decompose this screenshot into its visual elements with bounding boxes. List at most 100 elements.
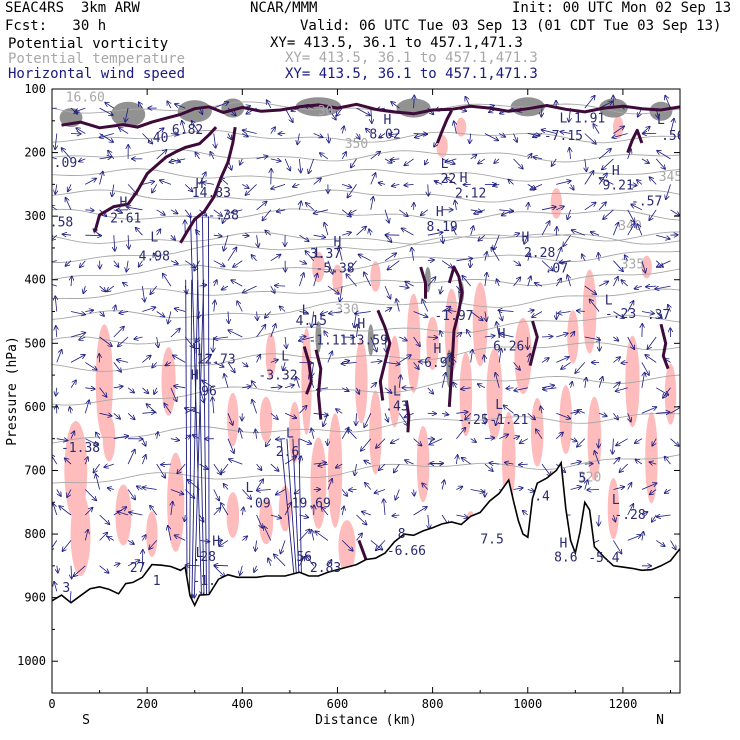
wind-vector bbox=[341, 428, 349, 439]
wind-vector bbox=[224, 484, 229, 490]
wind-vector bbox=[427, 337, 437, 338]
pv-shade bbox=[486, 348, 503, 440]
wind-vector bbox=[616, 438, 628, 446]
wind-vector bbox=[613, 277, 618, 287]
wind-vector bbox=[470, 439, 476, 442]
theta-isentrope bbox=[52, 129, 680, 144]
wind-vector bbox=[428, 514, 430, 529]
wind-vector bbox=[552, 158, 557, 166]
wind-vector bbox=[505, 463, 514, 465]
wind-vector bbox=[99, 533, 108, 541]
wind-vector bbox=[327, 285, 339, 294]
wind-vector bbox=[645, 355, 657, 363]
y-tick-label: 500 bbox=[24, 336, 46, 350]
wind-vector bbox=[313, 235, 325, 237]
wind-vector bbox=[613, 540, 621, 553]
wind-vector bbox=[56, 350, 62, 363]
wind-vector bbox=[541, 336, 552, 337]
pv-shade bbox=[613, 115, 624, 139]
wind-vector bbox=[85, 457, 88, 465]
wind-vector bbox=[136, 228, 143, 236]
wind-vector bbox=[598, 202, 606, 211]
wind-vector bbox=[570, 412, 578, 414]
wind-vector bbox=[299, 456, 301, 465]
wind-vector bbox=[196, 336, 200, 342]
wind-vector bbox=[214, 565, 229, 566]
wind-vector bbox=[199, 387, 205, 403]
wind-vector bbox=[313, 178, 321, 185]
pv-shade bbox=[664, 363, 677, 425]
wind-vector bbox=[571, 382, 573, 388]
pv-shade bbox=[625, 335, 640, 428]
pv-shade bbox=[514, 317, 532, 395]
wind-vector bbox=[320, 153, 329, 160]
wind-jet-vector bbox=[194, 279, 205, 598]
wind-vector bbox=[357, 387, 360, 394]
wind-vector bbox=[196, 230, 199, 236]
wind-vector bbox=[327, 260, 333, 274]
wind-vector bbox=[349, 260, 357, 271]
wind-vector bbox=[170, 439, 179, 441]
wind-vector bbox=[94, 463, 100, 472]
pv-shade bbox=[416, 425, 430, 503]
pv-contour bbox=[528, 320, 539, 366]
wind-vector bbox=[456, 412, 467, 413]
wind-vector bbox=[265, 231, 272, 236]
wind-jet-vector bbox=[190, 216, 202, 610]
wind-vector bbox=[170, 210, 178, 214]
wind-vector bbox=[622, 362, 628, 363]
wind-vector bbox=[113, 564, 120, 566]
wind-vector bbox=[513, 260, 521, 266]
wind-vector bbox=[405, 282, 414, 287]
extremum-label: 5 bbox=[579, 472, 587, 487]
wind-vector bbox=[349, 209, 357, 214]
wind-vector bbox=[513, 277, 521, 287]
valid-time: Valid: 06 UTC Tue 03 Sep 13 (01 CDT Tue … bbox=[300, 18, 722, 34]
pv-contour bbox=[404, 400, 411, 433]
theta-isentrope bbox=[52, 189, 680, 203]
wind-vector bbox=[342, 126, 344, 134]
wind-vector bbox=[428, 184, 429, 195]
theta-isentrope bbox=[52, 208, 680, 222]
wind-vector bbox=[214, 301, 215, 312]
wind-vector bbox=[670, 119, 675, 134]
extremum-label: H bbox=[460, 171, 468, 186]
wind-vector bbox=[219, 540, 229, 546]
wind-vector bbox=[556, 433, 563, 439]
wind-vector bbox=[99, 413, 112, 416]
wind-vector bbox=[194, 260, 200, 271]
wind-vector bbox=[240, 158, 243, 165]
wind-vector bbox=[112, 184, 114, 196]
pv-shade bbox=[550, 188, 563, 219]
wind-vector bbox=[494, 159, 500, 163]
wind-vector bbox=[113, 210, 122, 213]
wind-vector bbox=[389, 134, 400, 135]
wind-vector bbox=[393, 515, 400, 516]
wind-vector bbox=[341, 489, 347, 496]
wind-vector bbox=[56, 439, 68, 441]
wind-vector bbox=[563, 234, 571, 246]
wind-vector bbox=[85, 508, 92, 516]
wind-vector bbox=[246, 184, 257, 195]
wind-vector bbox=[283, 362, 285, 370]
extremum-label: L bbox=[495, 398, 503, 413]
wind-vector bbox=[627, 149, 631, 160]
wind-vector bbox=[613, 514, 615, 521]
wind-vector bbox=[655, 260, 663, 267]
wind-vector bbox=[415, 133, 428, 138]
wind-vector bbox=[533, 133, 543, 138]
extremum-label: 8 bbox=[398, 527, 406, 542]
wind-vector bbox=[584, 96, 595, 109]
wind-vector bbox=[456, 428, 465, 439]
wind-vector bbox=[513, 233, 520, 235]
wind-vector bbox=[600, 178, 614, 185]
wind-vector bbox=[192, 121, 200, 134]
wind-vector bbox=[270, 285, 275, 293]
wind-vector bbox=[252, 381, 257, 389]
wind-vector bbox=[174, 386, 186, 388]
wind-vector bbox=[76, 128, 86, 134]
wind-vector bbox=[357, 325, 359, 338]
extremum-label: -5.38 bbox=[316, 262, 355, 277]
wind-vector bbox=[55, 133, 57, 150]
wind-vector bbox=[134, 337, 143, 339]
